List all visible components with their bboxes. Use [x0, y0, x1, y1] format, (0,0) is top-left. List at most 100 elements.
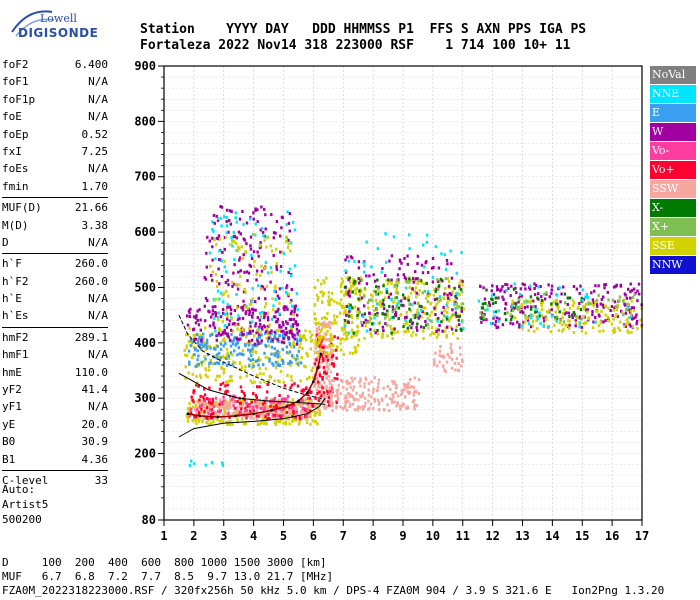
echo-point — [437, 328, 440, 332]
echo-point — [199, 318, 202, 322]
echo-point — [320, 322, 324, 326]
echo-point — [226, 413, 230, 417]
echo-point — [393, 284, 397, 287]
echo-point — [205, 251, 208, 255]
echo-point — [211, 461, 214, 465]
echo-point — [541, 308, 544, 311]
echo-point — [233, 349, 236, 353]
echo-point — [524, 313, 527, 317]
echo-point — [267, 318, 270, 322]
echo-point — [501, 295, 504, 299]
echo-point — [599, 320, 602, 324]
echo-point — [624, 325, 627, 328]
echo-point — [287, 351, 290, 355]
echo-point — [578, 321, 582, 325]
echo-point — [337, 388, 340, 392]
echo-point — [457, 368, 460, 372]
echo-point — [234, 242, 238, 245]
echo-point — [289, 361, 293, 365]
echo-point — [238, 283, 241, 287]
trace-point — [306, 391, 309, 394]
echo-point — [550, 314, 554, 318]
echo-point — [320, 316, 324, 320]
echo-point — [527, 328, 530, 332]
echo-point — [201, 336, 204, 340]
echo-point — [328, 300, 331, 304]
echo-point — [321, 345, 324, 349]
echo-point — [356, 316, 359, 320]
echo-point — [226, 423, 229, 426]
param-value: 4.36 — [81, 452, 109, 466]
echo-point — [430, 310, 433, 314]
echo-point — [290, 288, 293, 291]
echo-point — [234, 400, 237, 403]
echo-point — [514, 316, 517, 320]
echo-point — [323, 357, 327, 361]
echo-point — [224, 402, 227, 406]
echo-point — [313, 410, 317, 414]
echo-point — [239, 333, 242, 337]
echo-point — [198, 410, 201, 414]
echo-point — [274, 409, 278, 413]
echo-point — [525, 300, 529, 304]
echo-point — [292, 341, 295, 344]
echo-point — [290, 309, 293, 313]
echo-point — [346, 291, 350, 295]
echo-point — [590, 291, 593, 295]
echo-point — [406, 406, 410, 410]
echo-point — [529, 300, 532, 304]
echo-point — [386, 282, 390, 286]
echo-point — [574, 319, 577, 323]
echo-point — [636, 299, 639, 303]
echo-point — [348, 393, 351, 397]
echo-point — [600, 297, 604, 301]
echo-point — [241, 308, 245, 312]
echo-point — [215, 403, 219, 407]
echo-point — [236, 318, 240, 322]
echo-point — [351, 351, 355, 355]
echo-point — [293, 333, 296, 337]
echo-point — [516, 320, 519, 324]
echo-point — [592, 304, 596, 308]
echo-point — [374, 299, 378, 302]
echo-point — [242, 305, 245, 309]
param-row: fmin 1.70 — [2, 178, 108, 195]
echo-point — [215, 356, 218, 360]
echo-point — [266, 315, 270, 319]
echo-point — [351, 395, 355, 399]
x-tick-label: 11 — [456, 529, 470, 543]
echo-point — [347, 276, 350, 280]
echo-point — [226, 383, 229, 387]
echo-point — [329, 403, 332, 407]
echo-point — [265, 302, 268, 306]
param-name: h`F — [2, 257, 22, 271]
echo-point — [388, 317, 391, 321]
echo-point — [235, 342, 238, 346]
echo-point — [295, 418, 298, 422]
echo-point — [399, 407, 402, 411]
echo-point — [439, 277, 443, 281]
echo-point — [529, 313, 532, 317]
param-row: MUF(D) 21.66 — [2, 199, 108, 216]
echo-point — [263, 351, 266, 355]
echo-point — [284, 239, 288, 243]
echo-point — [282, 329, 285, 333]
echo-point — [248, 313, 251, 316]
echo-point — [353, 333, 357, 337]
echo-point — [609, 309, 612, 312]
echo-point — [457, 362, 460, 366]
echo-point — [606, 290, 609, 294]
echo-point — [533, 287, 536, 290]
echo-point — [347, 314, 351, 318]
echo-point — [293, 337, 296, 341]
echo-point — [304, 365, 307, 369]
echo-point — [251, 343, 254, 347]
echo-point — [352, 278, 355, 282]
param-row: hmF1 N/A — [2, 346, 108, 363]
echo-point — [314, 396, 317, 400]
echo-point — [308, 399, 311, 403]
echo-point — [412, 390, 416, 394]
echo-point — [434, 304, 437, 308]
echo-point — [262, 363, 265, 367]
echo-point — [207, 419, 210, 423]
